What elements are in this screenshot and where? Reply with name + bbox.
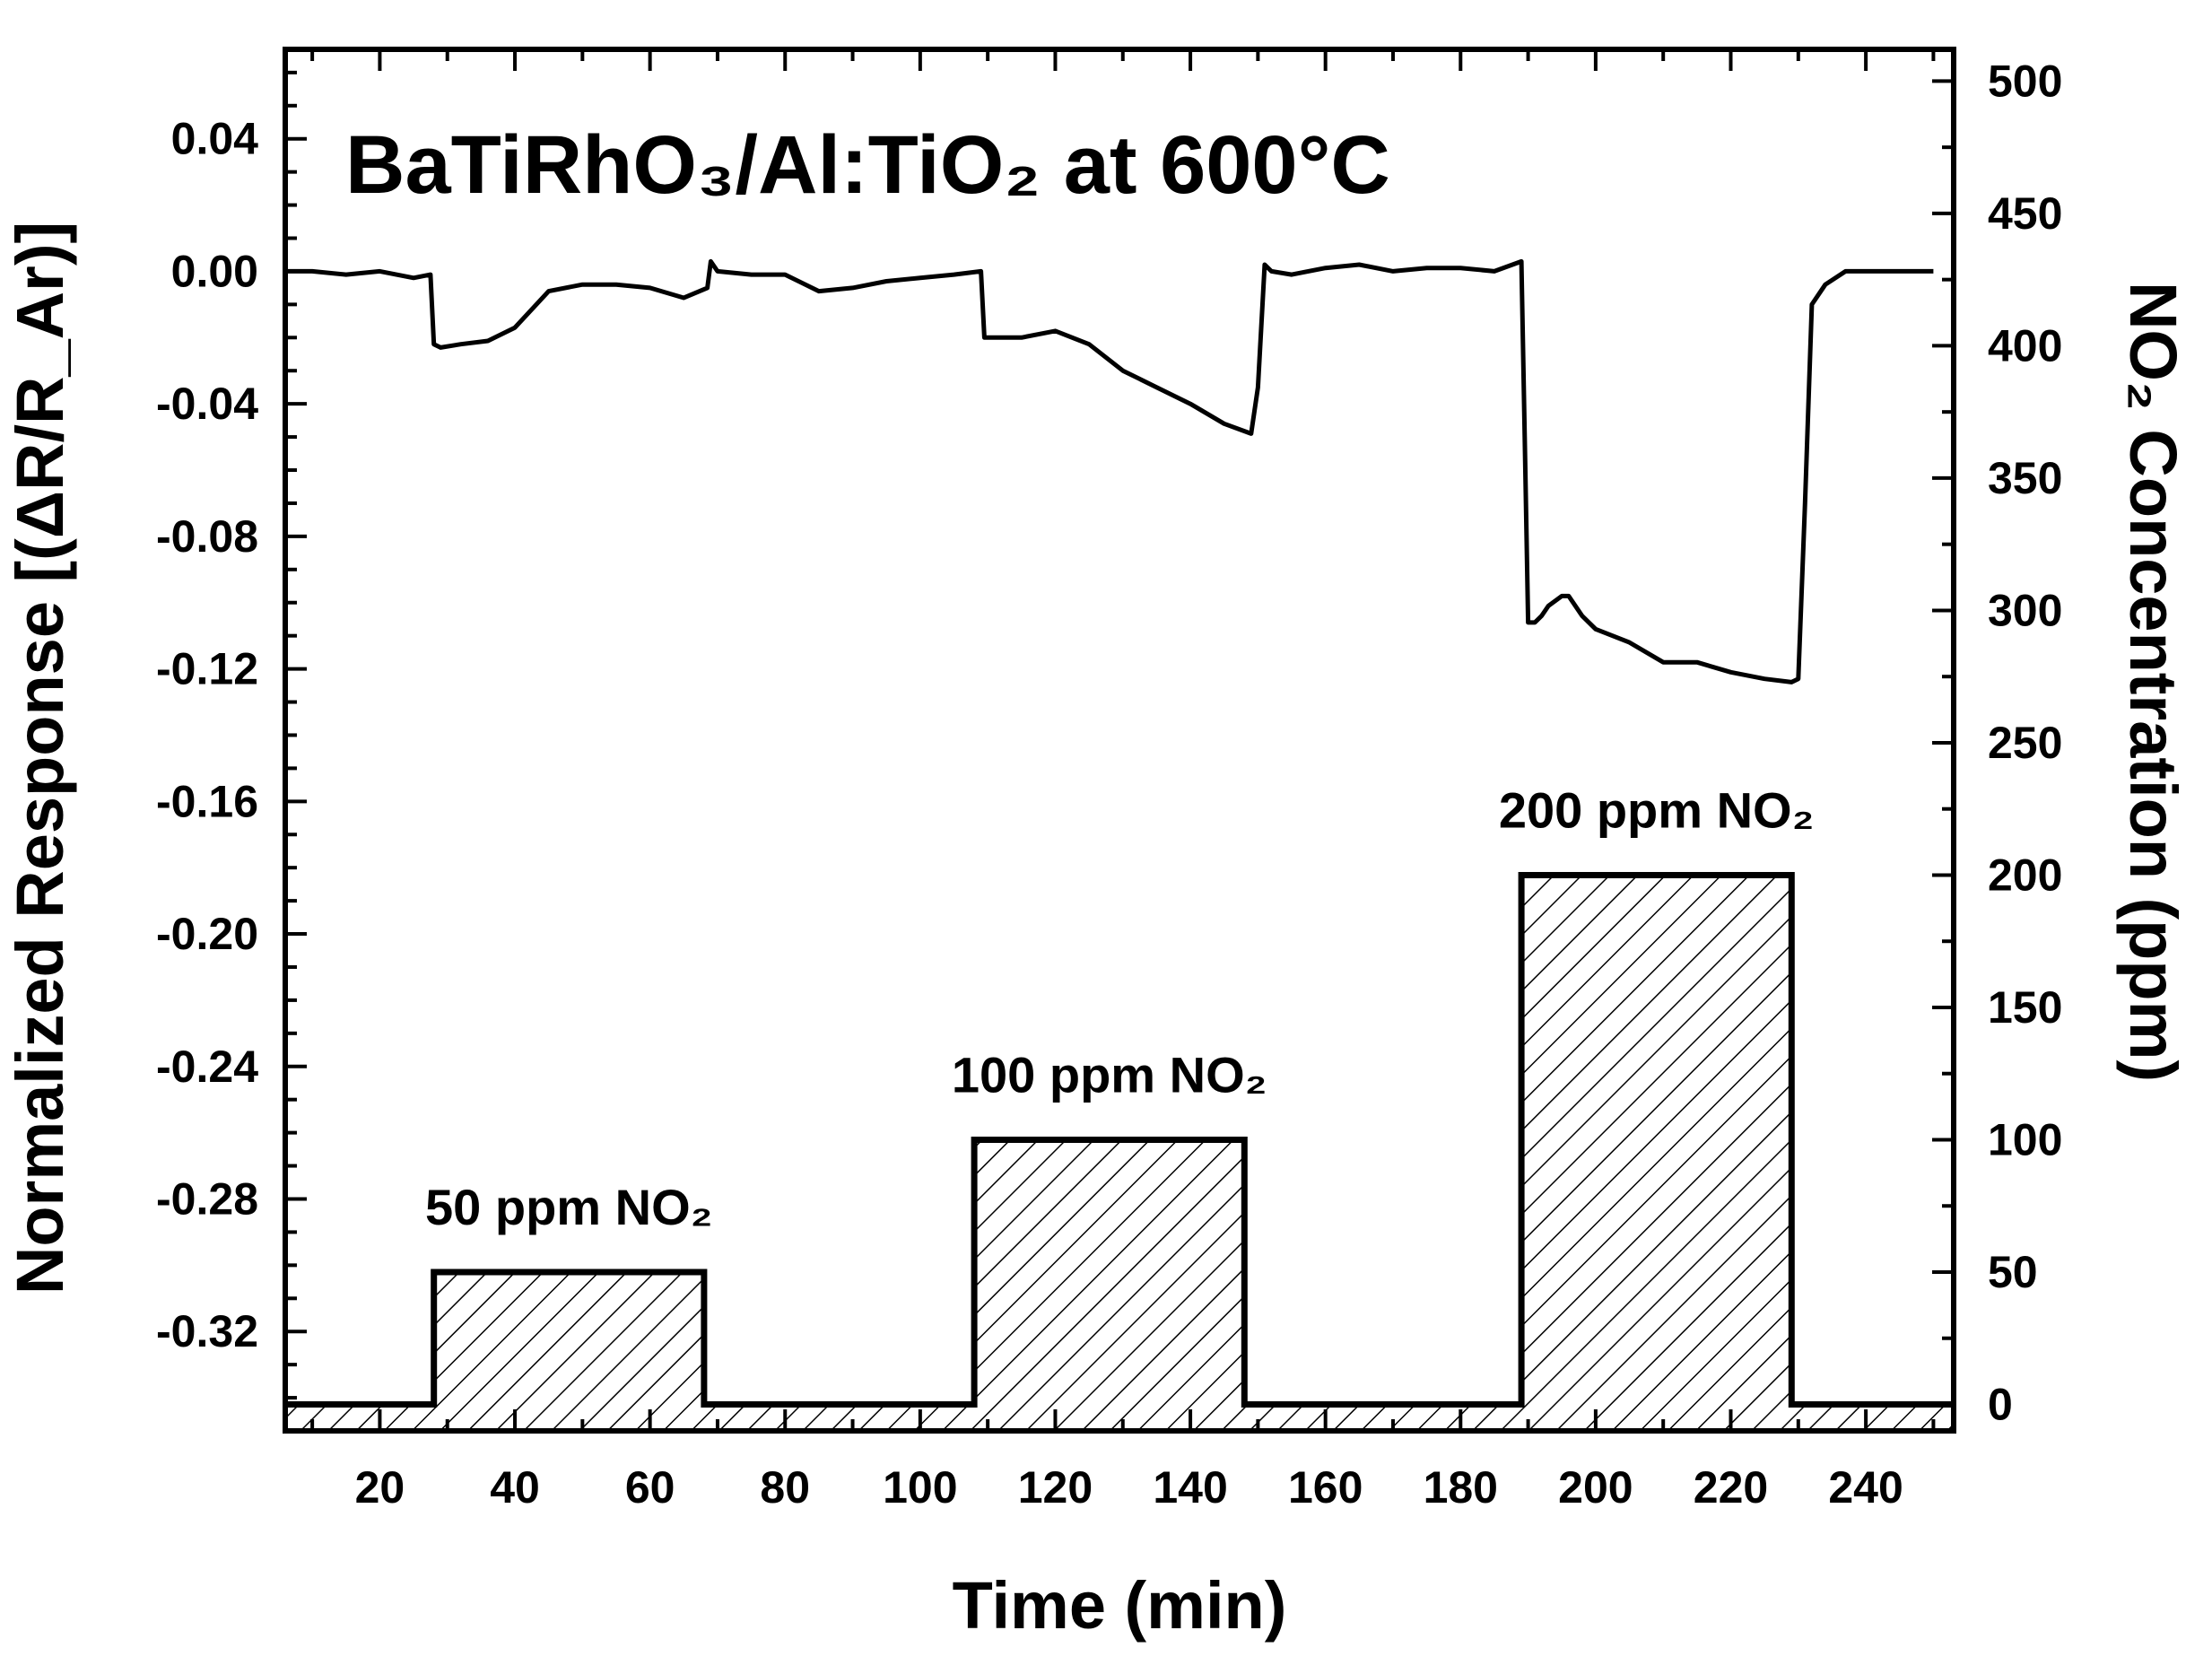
y-left-tick-label: -0.08 [156, 511, 258, 562]
concentration-step-line [285, 872, 1954, 1408]
y-left-tick-label: -0.20 [156, 909, 258, 959]
y-left-tick-label: -0.16 [156, 776, 258, 826]
y-right-tick-label: 400 [1988, 320, 2062, 371]
concentration-annotation: 50 ppm NO₂ [425, 1179, 713, 1235]
y-right-tick-label: 300 [1988, 585, 2062, 635]
y-axis-left-label: Normalized Response [(ΔR/R_Ar)] [3, 222, 77, 1295]
y-right-tick-label: 100 [1988, 1114, 2062, 1164]
y-axis-left: 0.04 0.00 -0.04 -0.08 -0.12 -0.16 -0.20 -0.24 -0… [156, 70, 307, 1400]
x-tick-label: 240 [1828, 1462, 1903, 1513]
concentration-annotation: 200 ppm NO₂ [1499, 781, 1815, 838]
y-right-tick-label: 0 [1988, 1379, 2013, 1429]
x-tick-label: 160 [1288, 1462, 1363, 1513]
x-axis-label: Time (min) [953, 1568, 1287, 1643]
y-left-tick-label: 0.04 [171, 114, 259, 164]
y-right-tick-label: 500 [1988, 56, 2062, 106]
y-right-tick-label: 450 [1988, 188, 2062, 239]
response-line [285, 258, 1934, 684]
y-right-tick-label: 50 [1988, 1247, 2038, 1297]
x-tick-label: 100 [883, 1462, 957, 1513]
x-tick-label: 20 [355, 1462, 405, 1513]
x-tick-label: 40 [490, 1462, 540, 1513]
x-tick-label: 60 [625, 1462, 675, 1513]
y-left-tick-label: -0.04 [156, 379, 258, 429]
concentration-annotation: 100 ppm NO₂ [952, 1046, 1267, 1103]
x-tick-label: 120 [1018, 1462, 1093, 1513]
y-right-tick-label: 200 [1988, 850, 2062, 900]
x-axis: 20 40 60 80 100 120 140 160 180 200 220 240 [310, 49, 1936, 1513]
x-tick-label: 140 [1153, 1462, 1227, 1513]
y-left-tick-label: -0.32 [156, 1306, 258, 1356]
y-right-tick-label: 350 [1988, 453, 2062, 503]
x-tick-label: 200 [1558, 1462, 1633, 1513]
y-left-tick-label: -0.24 [156, 1042, 258, 1092]
annotations: 50 ppm NO₂ 100 ppm NO₂ 200 ppm NO₂ [425, 781, 1814, 1235]
x-tick-label: 220 [1694, 1462, 1768, 1513]
concentration-area [285, 875, 1954, 1431]
y-right-tick-label: 250 [1988, 718, 2062, 768]
x-tick-label: 180 [1424, 1462, 1498, 1513]
chart-title: BaTiRhO₃/Al:TiO₂ at 600°C [345, 119, 1390, 211]
y-right-tick-label: 150 [1988, 982, 2062, 1033]
x-tick-label: 80 [760, 1462, 810, 1513]
y-axis-right-label: NO₂ Concentration (ppm) [2116, 282, 2190, 1082]
plot-frame [283, 47, 1956, 1434]
y-left-tick-label: -0.12 [156, 644, 258, 694]
y-left-tick-label: -0.28 [156, 1173, 258, 1224]
y-left-tick-label: 0.00 [171, 246, 258, 296]
